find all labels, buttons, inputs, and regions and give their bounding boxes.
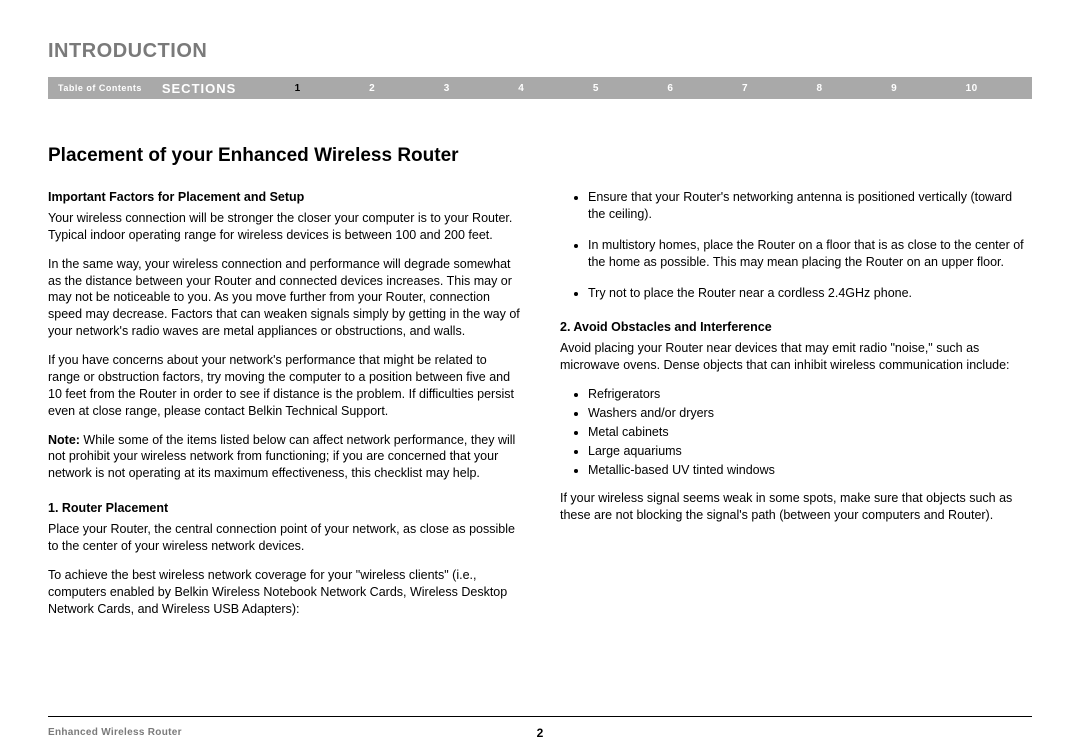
left-column: Important Factors for Placement and Setu… (48, 189, 520, 629)
right-column: Ensure that your Router's networking ant… (560, 189, 1032, 629)
section-numbers: 1 2 3 4 5 6 7 8 9 10 (260, 83, 1032, 94)
section-nav: Table of Contents SECTIONS 1 2 3 4 5 6 7… (48, 77, 1032, 99)
section-link-2[interactable]: 2 (369, 83, 375, 94)
page-number: 2 (537, 726, 544, 740)
content-columns: Important Factors for Placement and Setu… (48, 189, 1032, 629)
paragraph-note: Note: While some of the items listed bel… (48, 432, 520, 483)
section-link-9[interactable]: 9 (891, 83, 897, 94)
list-item: In multistory homes, place the Router on… (588, 237, 1032, 271)
chapter-title: INTRODUCTION (48, 40, 1032, 63)
section-link-8[interactable]: 8 (817, 83, 823, 94)
page-title: Placement of your Enhanced Wireless Rout… (48, 145, 1032, 167)
subheading-important-factors: Important Factors for Placement and Setu… (48, 189, 520, 206)
section-link-7[interactable]: 7 (742, 83, 748, 94)
list-item: Washers and/or dryers (588, 405, 1032, 422)
section-link-3[interactable]: 3 (444, 83, 450, 94)
subheading-avoid-obstacles: 2. Avoid Obstacles and Interference (560, 319, 1032, 336)
list-item: Large aquariums (588, 443, 1032, 460)
tips-list: Ensure that your Router's networking ant… (560, 189, 1032, 301)
section-link-6[interactable]: 6 (667, 83, 673, 94)
list-item: Ensure that your Router's networking ant… (588, 189, 1032, 223)
list-item: Metallic-based UV tinted windows (588, 462, 1032, 479)
paragraph: Avoid placing your Router near devices t… (560, 340, 1032, 374)
section-link-5[interactable]: 5 (593, 83, 599, 94)
paragraph: In the same way, your wireless connectio… (48, 256, 520, 340)
note-label: Note: (48, 433, 80, 447)
section-link-4[interactable]: 4 (518, 83, 524, 94)
paragraph: To achieve the best wireless network cov… (48, 567, 520, 618)
section-link-10[interactable]: 10 (966, 83, 978, 94)
page-footer: Enhanced Wireless Router 2 (48, 716, 1032, 738)
footer-product-name: Enhanced Wireless Router (48, 727, 182, 738)
toc-link[interactable]: Table of Contents (48, 83, 152, 93)
paragraph: If your wireless signal seems weak in so… (560, 490, 1032, 524)
paragraph: If you have concerns about your network'… (48, 352, 520, 420)
subheading-router-placement: 1. Router Placement (48, 500, 520, 517)
sections-label: SECTIONS (152, 81, 260, 96)
section-link-1[interactable]: 1 (295, 83, 301, 94)
list-item: Try not to place the Router near a cordl… (588, 285, 1032, 302)
note-text: While some of the items listed below can… (48, 433, 515, 481)
obstacles-list: Refrigerators Washers and/or dryers Meta… (560, 386, 1032, 478)
paragraph: Your wireless connection will be stronge… (48, 210, 520, 244)
list-item: Metal cabinets (588, 424, 1032, 441)
paragraph: Place your Router, the central connectio… (48, 521, 520, 555)
list-item: Refrigerators (588, 386, 1032, 403)
